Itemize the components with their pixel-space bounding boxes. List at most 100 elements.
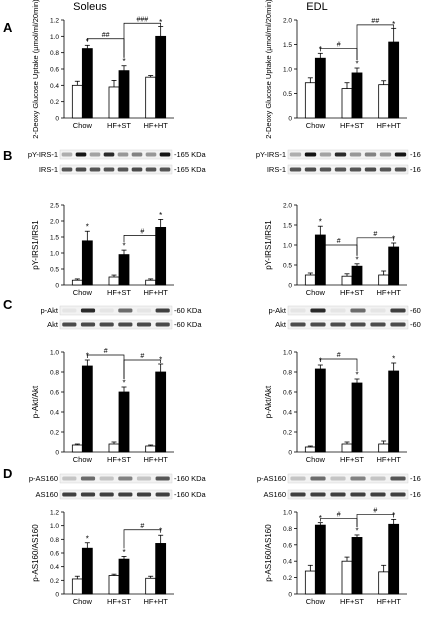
bracket-label-a-soleus: ### (136, 16, 148, 23)
significance-star-a-edl: * (392, 20, 395, 29)
insulin-bar-d-soleus (155, 543, 167, 595)
blot-size-label-d-soleus: -160 KDa (174, 474, 207, 483)
blot-size-label-b-edl: -165 KDa (410, 150, 421, 159)
x-tick-label-c-soleus: HF+ST (107, 455, 131, 464)
blot-band-b-edl (334, 167, 347, 172)
blot-band-c-soleus (99, 308, 114, 313)
blot-band-d-soleus (99, 492, 114, 497)
x-tick-label-a-edl: HF+HT (376, 121, 401, 130)
basal-bar-d-soleus (71, 578, 83, 595)
blot-strip-b-edl (287, 149, 409, 160)
y-tick-label-d-soleus: 1.0 (50, 523, 59, 530)
blot-band-d-edl (350, 492, 366, 497)
bracket-label-a-soleus: ## (102, 32, 110, 39)
insulin-bar-b-edl (351, 265, 363, 286)
basal-bar-c-edl (341, 443, 353, 453)
y-axis-label-c-soleus: p-Akt/Akt (31, 385, 40, 418)
blot-row-label-b-edl: IRS-1 (267, 165, 286, 174)
column-title-soleus: Soleus (73, 1, 107, 13)
blot-row-label-d-soleus: p-AS160 (29, 474, 58, 483)
y-tick-label-a-soleus: 1.2 (50, 18, 59, 25)
y-tick-label-c-edl: 0.4 (283, 410, 292, 417)
bracket-label-d-edl: # (373, 507, 377, 514)
significance-bracket-c-soleus (123, 359, 162, 379)
blot-size-label-c-soleus: -60 KDa (174, 306, 202, 315)
y-tick-label-a-edl: 1.5 (283, 42, 292, 49)
significance-star-a-soleus: * (159, 18, 162, 27)
y-tick-label-b-soleus: 0 (55, 283, 59, 290)
y-tick-label-d-soleus: 0 (55, 592, 59, 599)
blot-band-d-edl (390, 492, 406, 497)
y-tick-label-d-soleus: 0.2 (50, 578, 59, 585)
insulin-bar-a-soleus (118, 70, 130, 119)
blot-strip-b-edl (287, 164, 409, 175)
blot-band-c-soleus (136, 322, 152, 327)
y-tick-label-b-soleus: 2.0 (50, 219, 59, 226)
blot-band-b-edl (394, 152, 407, 157)
basal-bar-a-soleus (71, 84, 83, 119)
y-tick-label-a-soleus: 0.4 (50, 83, 59, 90)
insulin-bar-c-edl (388, 370, 400, 453)
insulin-bar-d-soleus (118, 558, 130, 595)
blot-band-d-soleus (118, 492, 133, 497)
significance-bracket-b-edl (356, 237, 395, 256)
blot-strip-c-soleus (59, 305, 173, 316)
insulin-bar-c-soleus (81, 365, 93, 453)
blot-band-b-edl (334, 152, 347, 157)
significance-bracket-d-edl (356, 514, 395, 527)
blot-band-d-soleus (118, 476, 133, 481)
basal-bar-a-edl (341, 88, 353, 119)
y-tick-label-c-soleus: 0.6 (50, 390, 59, 397)
x-tick-label-d-edl: Chow (306, 597, 326, 606)
basal-bar-a-soleus (145, 76, 157, 119)
significance-star-c-edl: * (392, 355, 395, 364)
blot-band-b-edl (319, 167, 332, 172)
blot-row-label-d-edl: AS160 (263, 490, 286, 499)
blot-size-label-b-soleus: -165 KDa (174, 150, 207, 159)
significance-star-d-edl: * (355, 526, 358, 535)
y-tick-label-d-soleus: 0.4 (50, 564, 59, 571)
significance-bracket-c-soleus (86, 354, 125, 379)
insulin-bar-c-soleus (155, 371, 167, 453)
x-tick-label-b-soleus: Chow (73, 288, 93, 297)
basal-bar-d-soleus (108, 575, 120, 595)
blot-band-b-soleus (61, 167, 73, 172)
blot-band-c-edl (390, 308, 406, 313)
blot-band-d-edl (330, 492, 346, 497)
insulin-bar-b-edl (314, 234, 326, 286)
blot-band-d-soleus (136, 492, 152, 497)
blot-row-label-c-soleus: Akt (47, 320, 59, 329)
blot-size-label-d-edl: -160 KDa (410, 474, 421, 483)
blot-band-d-soleus (136, 476, 152, 481)
x-tick-label-c-soleus: HF+HT (143, 455, 168, 464)
y-tick-label-c-soleus: 0 (55, 450, 59, 457)
blot-band-d-edl (290, 492, 306, 497)
blot-strip-b-soleus (59, 164, 173, 175)
blot-size-label-d-edl: -160 KDa (410, 490, 421, 499)
blot-band-c-soleus (80, 322, 96, 327)
y-tick-label-c-soleus: 0.4 (50, 410, 59, 417)
bracket-label-a-edl: ## (371, 18, 379, 25)
y-tick-label-d-edl: 1.0 (283, 510, 292, 517)
blot-strip-c-edl (287, 305, 409, 316)
significance-bracket-d-soleus (123, 529, 162, 549)
y-tick-label-c-edl: 1.0 (283, 350, 292, 357)
insulin-bar-a-edl (314, 57, 326, 119)
blot-band-b-edl (289, 152, 302, 157)
blot-band-b-soleus (131, 167, 143, 172)
blot-band-d-edl (350, 476, 366, 481)
bracket-label-d-edl: # (337, 512, 341, 519)
y-tick-label-d-edl: 0 (288, 592, 292, 599)
panel-letter-a: A (3, 20, 13, 35)
panel-letter-c: C (3, 297, 13, 312)
insulin-bar-d-edl (388, 523, 400, 595)
blot-band-d-soleus (62, 492, 77, 497)
blot-band-b-edl (379, 167, 392, 172)
x-tick-label-c-soleus: Chow (73, 455, 93, 464)
y-axis-label-a-edl: 2-Deoxy Glucose Uptake (µmol/ml/20min) (264, 0, 273, 139)
blot-band-d-edl (390, 476, 406, 481)
significance-bracket-a-soleus (123, 22, 162, 58)
x-tick-label-d-soleus: Chow (73, 597, 93, 606)
blot-strip-c-soleus (59, 319, 173, 330)
insulin-bar-b-soleus (118, 254, 130, 286)
